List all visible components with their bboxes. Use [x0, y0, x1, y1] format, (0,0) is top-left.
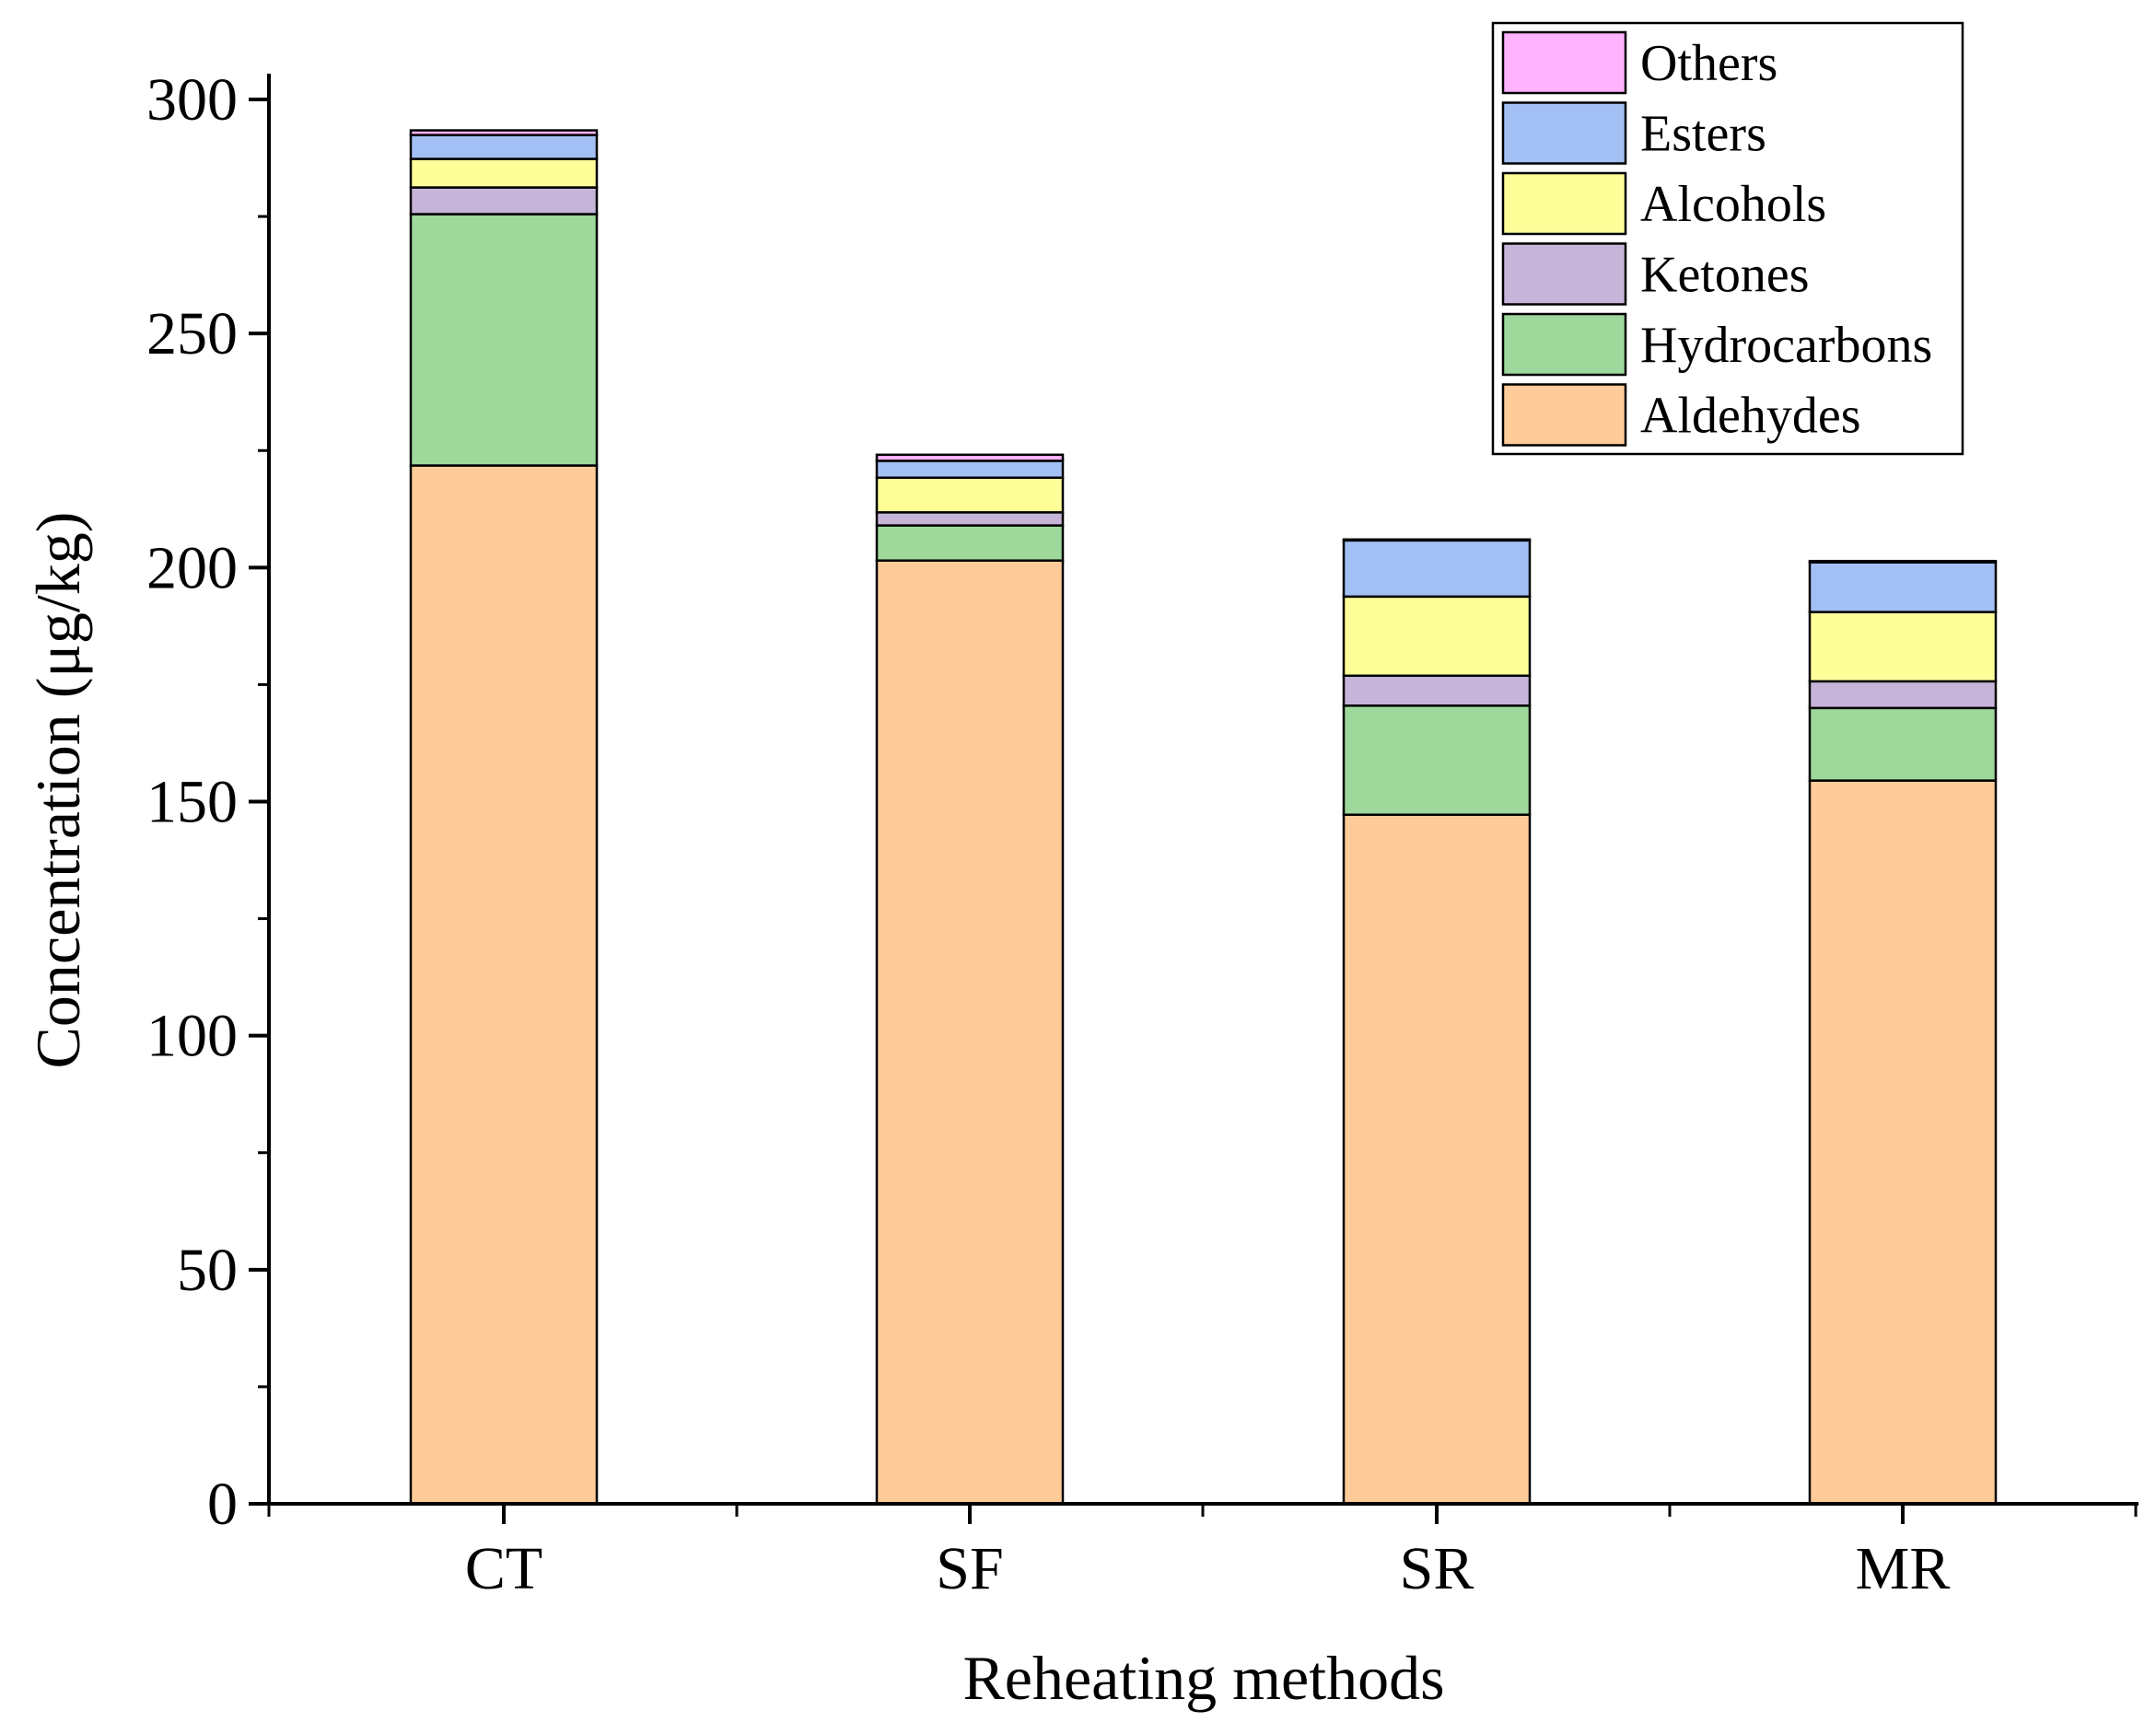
bar-mr-aldehydes: [1808, 779, 1998, 1506]
legend-label-aldehydes: Aldehydes: [1640, 388, 1861, 445]
legend-swatch-hydrocarbons: [1501, 312, 1627, 377]
bar-sf-esters: [875, 460, 1065, 479]
legend-swatch-others: [1501, 30, 1627, 95]
y-tick-label: 50: [177, 1237, 238, 1304]
bar-sf-hydrocarbons: [875, 524, 1065, 562]
bar-sr-ketones: [1342, 674, 1532, 707]
bar-sf-ketones: [875, 511, 1065, 527]
bar-sf-others: [875, 453, 1065, 462]
bar-ct-hydrocarbons: [409, 213, 599, 467]
bar-ct-others: [409, 129, 599, 136]
bar-mr-hydrocarbons: [1808, 706, 1998, 782]
legend-swatch-ketones: [1501, 242, 1627, 306]
legend-label-esters: Esters: [1640, 106, 1766, 163]
x-tick-label: SF: [936, 1535, 1003, 1602]
y-tick-label: 150: [146, 769, 238, 836]
legend-swatch-esters: [1501, 101, 1627, 165]
axes: 0 50 100 150 200 250 300 CT SF SR MR: [146, 66, 2139, 1602]
bar-ct-esters: [409, 134, 599, 160]
x-tick-label: MR: [1856, 1535, 1951, 1602]
legend-box: [1491, 21, 1964, 456]
bar-ct-aldehydes: [409, 464, 599, 1506]
y-tick-label: 0: [207, 1471, 238, 1538]
legend-swatch-alcohols: [1501, 171, 1627, 236]
y-axis-title: Concentration (μg/kg): [23, 512, 93, 1069]
bar-sf-aldehydes: [875, 559, 1065, 1506]
legend-swatch-aldehydes: [1501, 383, 1627, 447]
bar-sr-others: [1342, 538, 1532, 542]
bar-mr-ketones: [1808, 680, 1998, 710]
legend-label-ketones: Ketones: [1640, 247, 1810, 304]
legend-label-others: Others: [1640, 35, 1777, 92]
legend: Others Esters Alcohols Ketones Hydrocarbons A…: [1491, 21, 1964, 456]
bar-sr-alcohols: [1342, 595, 1532, 678]
bar-mr-others: [1808, 559, 1998, 564]
bar-ct-ketones: [409, 186, 599, 215]
legend-label-hydrocarbons: Hydrocarbons: [1640, 317, 1932, 374]
y-tick-label: 250: [146, 300, 238, 367]
y-tick-label: 300: [146, 66, 238, 134]
bar-sr-aldehydes: [1342, 813, 1532, 1506]
bars: [409, 129, 1998, 1506]
bar-sf-alcohols: [875, 476, 1065, 514]
y-tick-label: 200: [146, 534, 238, 601]
y-tick-label: 100: [146, 1003, 238, 1070]
bar-mr-esters: [1808, 561, 1998, 613]
x-axis-title: Reheating methods: [962, 1643, 1444, 1713]
legend-label-alcohols: Alcohols: [1640, 176, 1826, 233]
bar-sr-hydrocarbons: [1342, 704, 1532, 816]
bar-ct-alcohols: [409, 157, 599, 189]
bar-sr-esters: [1342, 539, 1532, 599]
bar-mr-alcohols: [1808, 611, 1998, 683]
x-tick-label: CT: [465, 1535, 542, 1602]
x-tick-label: SR: [1400, 1535, 1474, 1602]
